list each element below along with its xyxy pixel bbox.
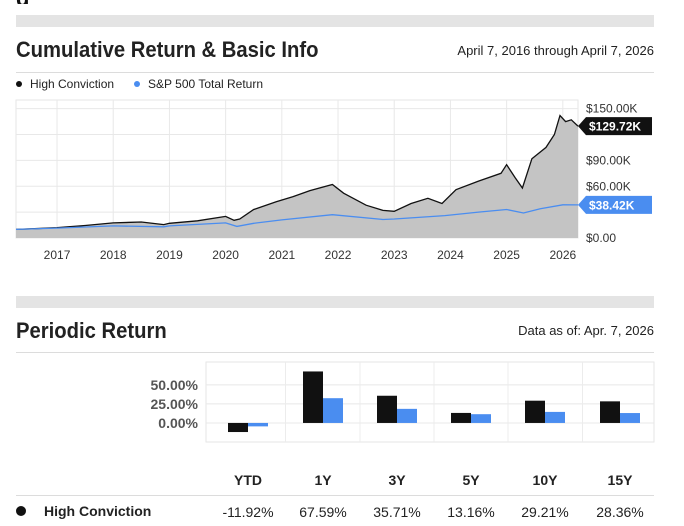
bar-high-conviction xyxy=(451,412,471,423)
bar-y-tick-label: 0.00% xyxy=(158,415,198,431)
date-range: April 7, 2016 through April 7, 2026 xyxy=(457,43,654,58)
x-tick-label: 2017 xyxy=(44,248,71,262)
legend-high-conviction: High Conviction xyxy=(16,77,114,91)
periodic-bar-chart: 50.00% 25.00% 0.00% xyxy=(151,361,655,443)
cumulative-chart: $0.00 $60.00K $90.00K $150.00K 2017 2018 2019 2… xyxy=(15,99,652,262)
bar-high-conviction xyxy=(525,400,545,423)
column-head: 3Y xyxy=(388,472,406,488)
bar-benchmark xyxy=(620,413,640,423)
high-conviction-value-tag-label: $129.72K xyxy=(589,120,641,134)
sp500-value-tag xyxy=(578,195,652,214)
column-head: 1Y xyxy=(314,472,332,488)
x-tick-label: 2026 xyxy=(549,248,576,262)
column-head: YTD xyxy=(234,472,262,488)
x-tick-label: 2020 xyxy=(212,248,239,262)
periodic-rule xyxy=(16,352,654,353)
legend-label: S&P 500 Total Return xyxy=(148,77,264,91)
bar-y-tick-label: 50.00% xyxy=(151,377,199,393)
bar-benchmark xyxy=(397,408,417,423)
bar-benchmark xyxy=(248,422,268,427)
legend-sp500: S&P 500 Total Return xyxy=(134,77,263,91)
y-tick-label: $60.00K xyxy=(586,179,631,193)
bar-benchmark xyxy=(545,411,565,423)
title-rule xyxy=(16,72,654,73)
bar-high-conviction xyxy=(303,371,323,423)
x-tick-label: 2019 xyxy=(156,248,183,262)
bar-plot-frame xyxy=(205,361,655,443)
row-value: 13.16% xyxy=(447,504,495,520)
row-value: 67.59% xyxy=(299,504,347,520)
sp500-value-tag-label: $38.42K xyxy=(589,198,635,212)
high-conviction-row: High Conviction xyxy=(16,503,151,519)
chart-legend: High Conviction S&P 500 Total Return xyxy=(16,77,263,91)
x-tick-label: 2023 xyxy=(381,248,408,262)
row-value: 35.71% xyxy=(373,504,421,520)
x-tick-label: 2018 xyxy=(100,248,127,262)
cumulative-title: Cumulative Return & Basic Info xyxy=(16,37,319,62)
high-conviction-area xyxy=(16,115,578,238)
bar-high-conviction xyxy=(228,422,248,433)
y-tick-label: $90.00K xyxy=(586,153,631,167)
y-tick-label: $0.00 xyxy=(586,231,616,245)
bar-benchmark xyxy=(471,414,491,423)
high-conviction-value-tag xyxy=(578,117,652,136)
data-as-of: Data as of: Apr. 7, 2026 xyxy=(518,323,654,338)
sp500-line xyxy=(15,204,579,231)
y-tick-label: $150.00K xyxy=(586,102,637,116)
high-conviction-line xyxy=(15,114,579,231)
periodic-title: Periodic Return xyxy=(16,318,167,343)
legend-dot-blue xyxy=(134,81,141,87)
column-head: 10Y xyxy=(532,472,558,488)
bar-y-tick-label: 25.00% xyxy=(151,396,199,412)
x-tick-label: 2021 xyxy=(268,248,295,262)
legend-label: High Conviction xyxy=(30,77,115,91)
row-value: 28.36% xyxy=(596,504,644,520)
middle-band xyxy=(16,296,654,308)
top-band xyxy=(16,15,654,27)
x-tick-label: 2024 xyxy=(437,248,464,262)
legend-dot-black xyxy=(16,81,22,87)
row-value: -11.92% xyxy=(222,504,274,520)
x-tick-label: 2022 xyxy=(325,248,352,262)
x-tick-label: 2025 xyxy=(493,248,520,262)
row-dot xyxy=(16,506,26,516)
cut-heading: g xyxy=(16,0,56,4)
bar-high-conviction xyxy=(377,395,397,423)
column-head: 15Y xyxy=(607,472,633,488)
bar-benchmark xyxy=(323,398,343,423)
table-rule xyxy=(16,495,654,496)
bar-high-conviction xyxy=(600,401,620,423)
row-label: High Conviction xyxy=(44,503,152,519)
column-head: 5Y xyxy=(462,472,480,488)
row-value: 29.21% xyxy=(521,504,569,520)
